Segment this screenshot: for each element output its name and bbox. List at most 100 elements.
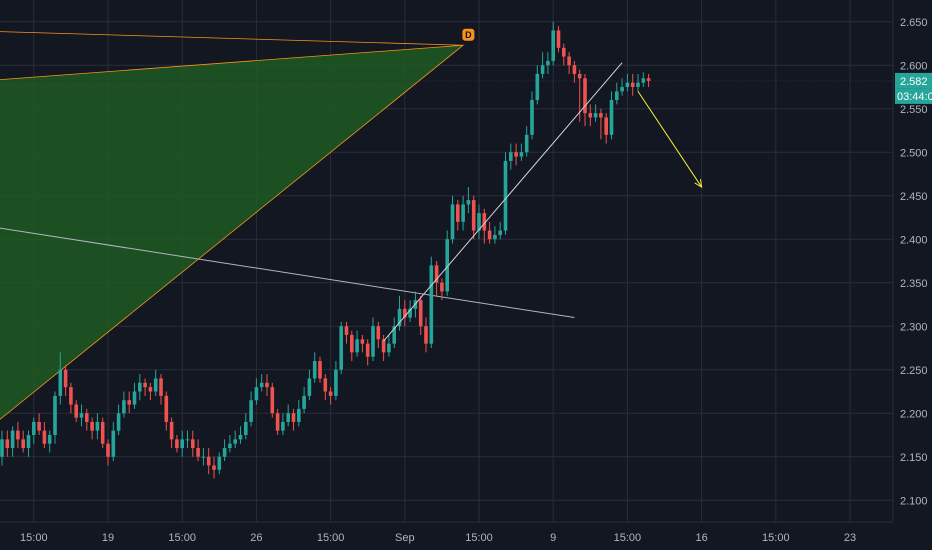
candle-body xyxy=(138,382,142,392)
candle-body xyxy=(344,326,349,335)
candle xyxy=(47,430,52,453)
candle xyxy=(397,295,402,331)
candle xyxy=(630,73,635,96)
candle xyxy=(58,352,63,405)
candle xyxy=(90,417,94,440)
time-axis[interactable] xyxy=(0,522,932,550)
candle xyxy=(609,91,614,140)
candle-body xyxy=(270,387,275,414)
candle-body xyxy=(562,47,566,57)
candle xyxy=(514,143,518,166)
candle-body xyxy=(122,400,126,414)
candle xyxy=(196,439,200,462)
candle-body xyxy=(254,387,259,401)
trendline xyxy=(0,227,575,319)
candle xyxy=(95,413,100,440)
candle-body xyxy=(429,265,434,344)
candle xyxy=(434,261,439,296)
candle-body xyxy=(85,413,89,422)
countdown-timer: 03:44:02 xyxy=(897,91,932,103)
candle-body xyxy=(5,439,10,449)
candle-body xyxy=(350,334,354,353)
candle-body xyxy=(355,339,359,353)
candle-body xyxy=(328,391,333,396)
candle xyxy=(487,221,492,244)
y-tick-label-5: 2.350 xyxy=(900,278,928,290)
candle-body xyxy=(588,113,593,118)
candle-body xyxy=(408,308,412,318)
candle-body xyxy=(392,326,396,344)
candle xyxy=(259,374,264,392)
x-tick-label-7: 9 xyxy=(550,532,556,544)
candle-body xyxy=(471,200,476,231)
candle xyxy=(10,426,15,457)
candle-body xyxy=(593,113,598,118)
last-price-label: 2.582 03:44:02 xyxy=(895,72,932,104)
candle-body xyxy=(440,282,444,292)
candle-body xyxy=(58,369,63,396)
pattern-marker-label: D xyxy=(465,30,472,40)
candle-body xyxy=(111,430,116,457)
candle xyxy=(509,143,513,170)
candle-body xyxy=(530,100,534,135)
candle-body xyxy=(403,308,407,318)
candle xyxy=(201,448,206,466)
candle xyxy=(471,195,476,240)
candle-body xyxy=(546,60,550,66)
candle-body xyxy=(365,343,370,357)
annotation-layer: D xyxy=(383,28,703,342)
candle xyxy=(646,73,651,87)
candle-body xyxy=(498,230,502,235)
candle xyxy=(567,52,571,74)
candle xyxy=(249,391,253,427)
candle-body xyxy=(244,421,248,435)
candle xyxy=(116,404,121,435)
candle-body xyxy=(641,78,646,83)
candle-body xyxy=(185,439,190,441)
candle xyxy=(254,378,259,405)
candle xyxy=(519,143,524,161)
candle-body xyxy=(535,73,540,101)
arrow-shaft xyxy=(637,91,703,188)
drawings-layer xyxy=(0,31,893,420)
candle-body xyxy=(63,369,68,388)
y-tick-label-10: 2.600 xyxy=(900,60,928,72)
candle xyxy=(445,230,449,296)
candle xyxy=(466,187,471,214)
candle xyxy=(265,374,269,396)
candle-body xyxy=(615,91,619,101)
candle xyxy=(323,374,328,401)
candle-body xyxy=(609,100,614,135)
x-tick-label-11: 23 xyxy=(844,532,856,544)
candle-body xyxy=(493,234,497,240)
candle-body xyxy=(74,404,78,418)
candle xyxy=(477,204,481,240)
candle xyxy=(456,200,460,231)
candle-body xyxy=(0,439,4,457)
candle xyxy=(5,430,10,457)
candle-body xyxy=(540,65,545,74)
candle xyxy=(625,73,630,92)
candle xyxy=(312,352,317,383)
candle-body xyxy=(212,465,216,470)
candle-body xyxy=(620,87,624,92)
candle-body xyxy=(159,378,163,396)
x-tick-label-2: 15:00 xyxy=(168,532,196,544)
candle-body xyxy=(445,239,449,292)
candle-body xyxy=(164,395,169,422)
candle xyxy=(339,321,343,375)
candle-body xyxy=(69,387,73,405)
y-tick-label-9: 2.550 xyxy=(900,104,928,116)
x-tick-label-6: 15:00 xyxy=(465,532,493,544)
candle-body xyxy=(360,339,365,344)
candle-body xyxy=(265,382,269,388)
candle xyxy=(381,334,386,362)
candle xyxy=(440,278,444,301)
candle-body xyxy=(217,456,222,470)
candle-body xyxy=(376,326,381,340)
candle xyxy=(530,91,534,140)
candle xyxy=(562,43,566,66)
candle xyxy=(572,60,577,83)
candle-body xyxy=(397,308,402,327)
